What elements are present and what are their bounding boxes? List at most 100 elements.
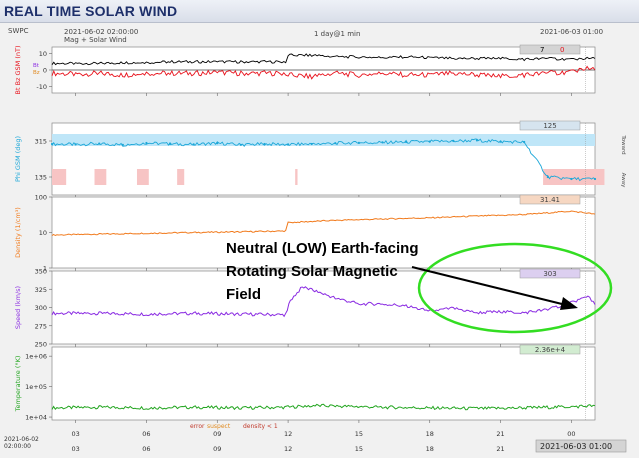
speed-series bbox=[51, 286, 596, 318]
x-tick-label-bottom: 15 bbox=[355, 445, 363, 453]
legend-density: density < 1 bbox=[243, 423, 278, 430]
panel-phi-frame bbox=[51, 122, 596, 196]
footer-end-time: 2021-06-03 01:00 bbox=[540, 442, 612, 451]
annotation-line-2: Rotating Solar Magnetic bbox=[226, 263, 398, 280]
phi-point bbox=[216, 142, 219, 145]
density-latest-value: 31.41 bbox=[540, 196, 560, 204]
phi-point bbox=[381, 141, 384, 144]
phi-point bbox=[168, 142, 172, 146]
x-tick-label-top: 15 bbox=[355, 430, 363, 438]
footer-start-date: 2021-06-02 bbox=[4, 436, 39, 443]
phi-point bbox=[145, 141, 148, 145]
density-series bbox=[51, 210, 596, 237]
annotation-line-1: Neutral (LOW) Earth-facing bbox=[226, 240, 419, 257]
subtitle: Mag + Solar Wind bbox=[64, 36, 127, 44]
x-axis: 03030606090912121515181821210000 bbox=[71, 430, 575, 453]
annotation-line-3: Field bbox=[226, 286, 261, 303]
page-title: REAL TIME SOLAR WIND bbox=[4, 3, 178, 19]
phi-point bbox=[523, 140, 526, 144]
phi-toward-band bbox=[543, 169, 605, 185]
phi-point bbox=[593, 177, 597, 181]
phi-point bbox=[192, 143, 195, 146]
x-tick-label-bottom: 06 bbox=[142, 445, 150, 453]
y-tick-label: 275 bbox=[35, 322, 47, 330]
x-tick-label-top: 12 bbox=[284, 430, 292, 438]
legend-suspect: suspect bbox=[207, 423, 231, 430]
temperature-latest-value: 2.36e+4 bbox=[535, 346, 566, 354]
phi-toward-band bbox=[177, 169, 185, 185]
y-tick-label: 1e+04 bbox=[25, 414, 47, 422]
phi-point bbox=[50, 142, 54, 146]
phi-series bbox=[51, 138, 596, 182]
phi-away-label: Away bbox=[620, 173, 626, 188]
start-time: 2021-06-02 02:00:00 bbox=[64, 28, 138, 36]
phi-toward-band bbox=[136, 169, 149, 185]
source-label: SWPC bbox=[8, 27, 29, 35]
y-tick-label: 10 bbox=[39, 229, 47, 237]
x-tick-label-top: 21 bbox=[496, 430, 504, 438]
mag-latest-box bbox=[519, 44, 581, 55]
panel-phi: 315 135 Phi GSM (deg) 125 Toward Away bbox=[14, 120, 626, 198]
phi-toward-band bbox=[295, 169, 298, 185]
x-tick-label-bottom: 21 bbox=[496, 445, 504, 453]
x-tick-label-top: 03 bbox=[71, 430, 79, 438]
density-ylabel: Density (1/cm³) bbox=[14, 207, 22, 258]
phi-point bbox=[310, 142, 313, 146]
panel-density-frame bbox=[51, 196, 596, 269]
phi-point bbox=[499, 140, 502, 143]
y-tick-label: -10 bbox=[36, 83, 47, 91]
y-tick-label: 250 bbox=[35, 341, 47, 349]
phi-latest-box bbox=[519, 120, 581, 131]
temperature-series bbox=[51, 403, 596, 411]
speed-latest-value: 303 bbox=[543, 270, 556, 278]
end-time-top: 2021-06-03 01:00 bbox=[540, 28, 603, 36]
phi-point bbox=[286, 143, 290, 146]
x-tick-label-top: 18 bbox=[426, 430, 434, 438]
annotation-ellipse bbox=[417, 242, 613, 334]
phi-point bbox=[452, 139, 455, 143]
panel-density: 100 10 1 Density (1/cm³) 31.41 bbox=[14, 194, 596, 273]
phi-point bbox=[475, 139, 479, 142]
y-tick-label: 315 bbox=[35, 138, 47, 146]
phi-point bbox=[405, 140, 408, 144]
x-tick-label-top: 06 bbox=[142, 430, 150, 438]
phi-toward-band bbox=[94, 169, 107, 185]
y-tick-label: 325 bbox=[35, 286, 47, 294]
phi-point bbox=[357, 141, 361, 144]
x-tick-label-bottom: 03 bbox=[71, 445, 79, 453]
temperature-latest-box bbox=[519, 344, 581, 355]
mag-ylabel: Bt Bz GSM (nT) bbox=[14, 45, 22, 94]
phi-away-band bbox=[52, 134, 595, 146]
title-bar: REAL TIME SOLAR WIND bbox=[0, 0, 639, 23]
annotation-arrow bbox=[411, 266, 567, 306]
y-tick-label: 10 bbox=[39, 50, 47, 58]
phi-point bbox=[121, 143, 124, 146]
phi-point bbox=[239, 143, 242, 146]
y-tick-label: 300 bbox=[35, 304, 47, 312]
mag-series-bz bbox=[51, 65, 596, 80]
phi-point bbox=[334, 142, 337, 145]
phi-point bbox=[570, 177, 573, 181]
y-tick-label: 350 bbox=[35, 268, 47, 276]
y-tick-label: 135 bbox=[35, 174, 47, 182]
x-tick-label-top: 00 bbox=[567, 430, 575, 438]
mag-latest-bt: 7 bbox=[540, 46, 544, 54]
footer-start-time: 02:00:00 bbox=[4, 443, 31, 450]
phi-point bbox=[263, 142, 266, 146]
resolution-label: 1 day@1 min bbox=[314, 30, 360, 38]
mag-latest-bz: 0 bbox=[560, 46, 564, 54]
mag-aux-label: Bz bbox=[33, 70, 40, 76]
y-tick-label: 1 bbox=[43, 265, 47, 273]
x-tick-label-bottom: 18 bbox=[426, 445, 434, 453]
speed-latest-box bbox=[519, 268, 581, 279]
phi-point bbox=[98, 142, 101, 145]
mag-series-bt bbox=[51, 53, 596, 66]
phi-ylabel: Phi GSM (deg) bbox=[14, 136, 22, 182]
x-tick-label-top: 09 bbox=[213, 430, 221, 438]
temperature-ylabel: Temperature (°K) bbox=[14, 356, 22, 413]
density-latest-box bbox=[519, 194, 581, 205]
